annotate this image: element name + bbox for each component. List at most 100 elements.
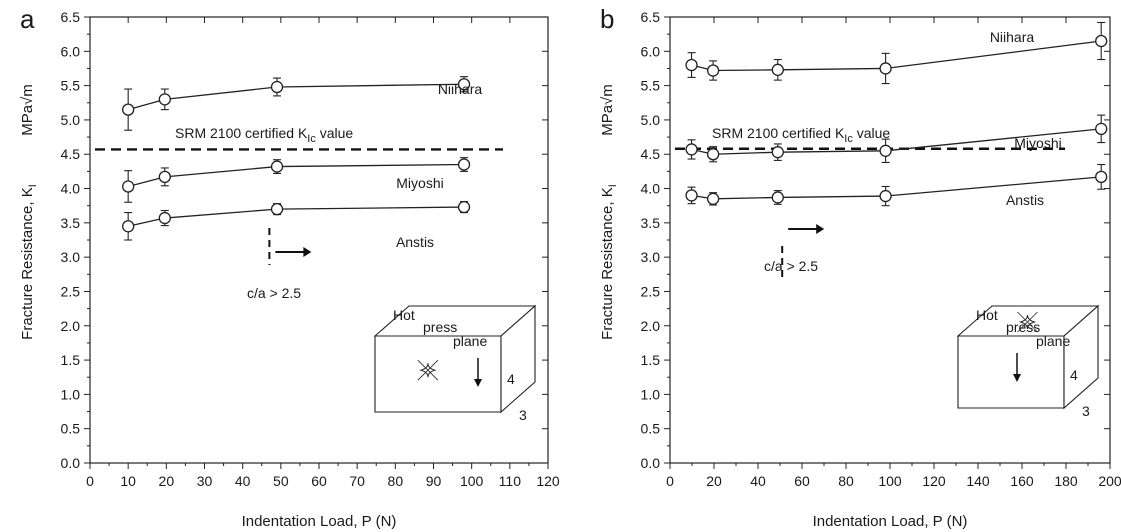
y-tick-label: 6.0 [641, 43, 661, 59]
x-tick-label: 100 [878, 473, 902, 489]
series-niihara: Niihara [122, 76, 483, 131]
series-niihara: Niihara [685, 21, 1108, 85]
inset-label-hot: Hot [393, 307, 415, 323]
series-line [127, 83, 465, 111]
data-point [457, 158, 471, 171]
y-tick-label: 2.5 [61, 283, 81, 299]
y-axis-label: Fracture Resistance, KI [599, 184, 619, 340]
threshold-arrow-head [816, 224, 825, 234]
x-tick-label: 40 [750, 473, 766, 489]
load-arrow-head [474, 379, 482, 387]
inset-label-plane: plane [453, 333, 487, 349]
indent-mark [419, 363, 437, 378]
data-point [457, 200, 471, 214]
y-tick-label: 1.0 [61, 386, 81, 402]
x-tick-label: 20 [159, 473, 175, 489]
data-point [706, 64, 720, 77]
x-tick-label: 60 [311, 473, 327, 489]
y-tick-label: 5.0 [641, 112, 661, 128]
y-tick-label: 3.0 [61, 249, 81, 265]
y-tick-label: 5.0 [61, 112, 81, 128]
y-tick-label: 5.5 [61, 78, 81, 94]
y-tick-label: 0.0 [61, 455, 81, 471]
y-tick-label: 1.5 [61, 352, 81, 368]
chart-panel-a: a 0 10 20 30 40 50 60 70 80 90 100 110 120 0.0 0.5 1.0 1.… [19, 4, 560, 530]
y-tick-label: 6.0 [61, 43, 81, 59]
x-tick-label: 120 [922, 473, 946, 489]
panel-letter: a [20, 4, 35, 34]
threshold-label: c/a > 2.5 [247, 285, 301, 301]
data-point [122, 220, 135, 233]
x-axis-label: Indentation Load, P (N) [242, 513, 397, 530]
x-tick-label: 200 [1098, 473, 1121, 489]
series-anstis: Anstis [122, 200, 471, 250]
reference-line-label: SRM 2100 certified KIc value [175, 125, 353, 145]
y-axis-unit: MPa√m [599, 84, 616, 136]
data-point [270, 80, 284, 94]
series-miyoshi: Miyoshi [122, 157, 471, 203]
data-point [685, 58, 698, 72]
data-point [1095, 34, 1108, 48]
series-label: Anstis [396, 234, 434, 250]
x-tick-label: 40 [235, 473, 251, 489]
series-label: Niihara [990, 29, 1035, 45]
y-tick-label: 5.5 [641, 78, 661, 94]
inset-dim-depth: 3 [1082, 403, 1090, 419]
x-tick-label: 0 [666, 473, 674, 489]
y-tick-label: 0.5 [641, 421, 661, 437]
series-line [691, 40, 1102, 72]
inset-dim-depth: 3 [519, 407, 527, 423]
crack-line [1017, 311, 1038, 333]
y-tick-label: 0.5 [61, 421, 81, 437]
panel-letter: b [600, 4, 614, 34]
inset-dim-height: 4 [507, 371, 515, 387]
data-point [879, 62, 892, 75]
data-point [122, 103, 135, 116]
data-point [771, 63, 784, 76]
x-tick-label: 0 [86, 473, 94, 489]
y-tick-label: 4.0 [641, 181, 661, 197]
series-label: Miyoshi [1014, 135, 1061, 151]
x-tick-label: 100 [460, 473, 484, 489]
x-tick-label: 60 [794, 473, 810, 489]
data-point [685, 143, 698, 156]
data-point [158, 93, 171, 106]
reference-line-label: SRM 2100 certified KIc value [712, 125, 890, 145]
x-tick-label: 120 [536, 473, 560, 489]
series-line [128, 206, 465, 227]
specimen-side-face [500, 304, 536, 414]
x-tick-label: 80 [838, 473, 854, 489]
x-tick-label: 50 [273, 473, 289, 489]
data-point [158, 170, 171, 184]
x-tick-label: 80 [388, 473, 404, 489]
y-tick-label: 3.5 [61, 215, 81, 231]
y-tick-label: 6.5 [61, 9, 81, 25]
series-label: Niihara [438, 81, 483, 97]
y-tick-label: 1.5 [641, 352, 661, 368]
data-point [270, 202, 284, 216]
series-label: Miyoshi [396, 175, 443, 191]
data-point [771, 191, 784, 204]
x-axis-label: Indentation Load, P (N) [813, 513, 968, 530]
indent-mark [1018, 314, 1037, 330]
data-point [158, 211, 171, 225]
y-axis-label: Fracture Resistance, KI [19, 184, 39, 340]
data-point [771, 146, 784, 159]
specimen-side-face [1063, 304, 1099, 410]
y-tick-label: 2.5 [641, 283, 661, 299]
y-tick-label: 1.0 [641, 386, 661, 402]
data-point [685, 189, 698, 202]
inset-label-plane: plane [1036, 333, 1070, 349]
y-tick-label: 4.5 [61, 146, 81, 162]
data-point [1095, 122, 1108, 135]
inset-dim-height: 4 [1070, 367, 1078, 383]
chart-panel-b: b 0 20 40 60 80 100 120 140 160 180 200 0.0 0.5 1.0 1.5… [599, 4, 1121, 530]
x-tick-label: 20 [706, 473, 722, 489]
y-tick-label: 2.0 [641, 318, 661, 334]
inset-label-press: press [1006, 319, 1040, 335]
x-tick-label: 90 [426, 473, 442, 489]
data-point [706, 148, 720, 161]
